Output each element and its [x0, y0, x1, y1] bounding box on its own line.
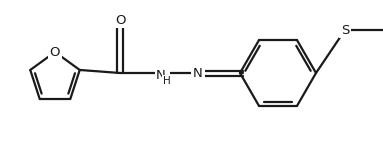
- Text: O: O: [115, 13, 125, 27]
- Text: N: N: [158, 70, 168, 83]
- Text: O: O: [50, 45, 60, 59]
- Text: N: N: [156, 68, 166, 82]
- Text: H: H: [163, 77, 170, 87]
- Text: H: H: [163, 76, 171, 86]
- Text: N: N: [193, 66, 203, 80]
- Text: S: S: [341, 23, 349, 36]
